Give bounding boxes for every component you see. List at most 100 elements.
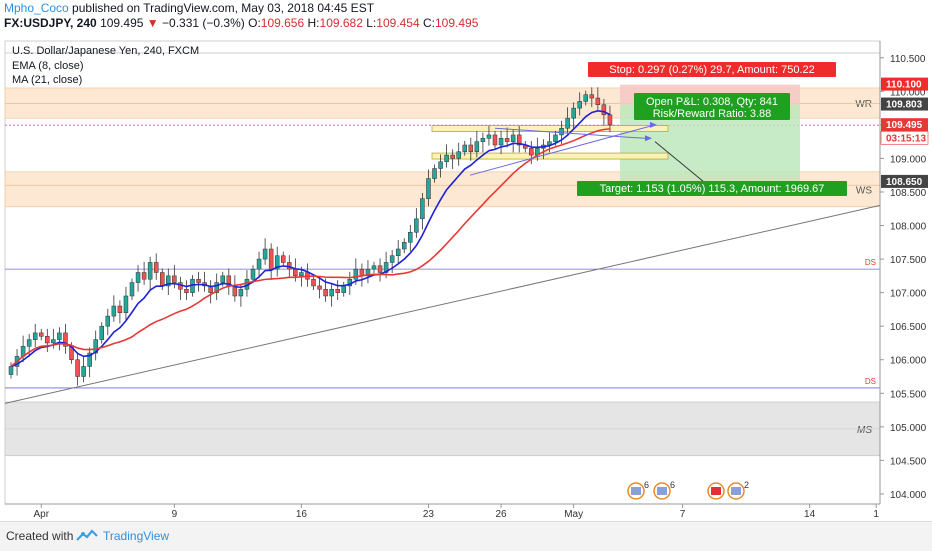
- candle: [250, 268, 256, 280]
- projection-line: [654, 141, 713, 189]
- candle: [93, 339, 98, 354]
- candle: [468, 144, 474, 152]
- price-change: −0.331 (−0.3%): [162, 16, 245, 30]
- candle: [141, 272, 147, 280]
- x-tick-label: 23: [423, 509, 435, 520]
- y-tick-label: 108.000: [890, 222, 927, 233]
- candle: [57, 332, 62, 340]
- level-label: DS: [865, 258, 876, 267]
- candle: [274, 255, 280, 270]
- publish-header: Mpho_Coco published on TradingView.com, …: [4, 1, 374, 15]
- candle: [45, 335, 50, 344]
- candle: [238, 289, 244, 297]
- high-label: H:: [307, 16, 320, 30]
- x-tick-label: May: [564, 509, 583, 520]
- y-tick-label: 104.500: [890, 456, 927, 467]
- close-value: 109.495: [435, 16, 479, 30]
- candle: [317, 285, 322, 290]
- author-link[interactable]: Mpho_Coco: [4, 1, 69, 15]
- price-tag: 109.495: [886, 120, 923, 131]
- ema-legend[interactable]: EMA (8, close): [12, 60, 84, 72]
- target-label: Target: 1.153 (1.05%) 115.3, Amount: 196…: [600, 183, 825, 195]
- pattern-arrow: [650, 121, 657, 128]
- candle: [529, 148, 534, 156]
- x-tick-label: 9: [172, 509, 178, 520]
- candle: [220, 275, 225, 283]
- zone-label: WS: [856, 185, 872, 196]
- y-tick-label: 106.000: [890, 356, 927, 367]
- candle: [51, 339, 56, 344]
- candle: [553, 134, 558, 142]
- symbol-label: FX:USDJPY, 240: [4, 16, 97, 30]
- level-label: DS: [865, 377, 876, 386]
- candle: [172, 275, 177, 283]
- candle: [438, 161, 443, 169]
- candle: [299, 272, 304, 277]
- ohlc-header: FX:USDJPY, 240 109.495 ▼ −0.331 (−0.3%) …: [4, 16, 478, 30]
- event-flag-stripe: [631, 487, 641, 495]
- y-tick-label: 104.000: [890, 490, 927, 501]
- candle: [268, 248, 274, 270]
- price-axis: [880, 41, 932, 504]
- y-tick-label: 110.500: [890, 54, 926, 65]
- candle: [498, 138, 504, 146]
- candle: [105, 315, 111, 327]
- x-tick-label: Apr: [33, 509, 49, 520]
- pattern-line: [494, 127, 646, 139]
- event-flag-stripe: [657, 487, 667, 495]
- candle: [147, 262, 153, 280]
- candle: [293, 268, 298, 277]
- price-chart[interactable]: WR WS MS DS DS Stop: 0.297 (0.27%) 29.7, Amou…: [0, 0, 932, 521]
- price-tag: 108.650: [886, 177, 923, 188]
- ma-legend[interactable]: MA (21, close): [12, 74, 83, 86]
- low-label: L:: [366, 16, 377, 30]
- pattern-line: [469, 124, 656, 176]
- x-tick-label: 26: [495, 509, 507, 520]
- y-tick-label: 107.000: [890, 289, 927, 300]
- candle: [166, 275, 171, 287]
- candle: [426, 178, 431, 199]
- event-count: 2: [744, 480, 749, 490]
- x-tick-label: 16: [296, 509, 308, 520]
- candle: [583, 94, 588, 102]
- candle: [571, 107, 576, 119]
- y-tick-label: 105.000: [890, 423, 927, 434]
- price-tag-bg: [881, 118, 928, 132]
- created-with-label: Created with: [6, 529, 74, 543]
- candle: [371, 265, 377, 270]
- candle: [577, 101, 582, 109]
- price-tag-bg: [881, 174, 928, 188]
- candle: [565, 117, 570, 129]
- candle: [408, 231, 413, 243]
- low-value: 109.454: [376, 16, 420, 30]
- price-tag-bg: [880, 130, 929, 145]
- rr-label: Risk/Reward Ratio: 3.88: [653, 108, 772, 120]
- close-label: C:: [423, 16, 435, 30]
- candle: [601, 104, 607, 116]
- candle: [559, 127, 564, 136]
- candle: [281, 255, 286, 263]
- candle: [135, 272, 141, 283]
- candle: [486, 134, 492, 139]
- price-tag: 110.100: [886, 80, 922, 91]
- event-flag-stripe: [711, 487, 721, 495]
- last-price: 109.495: [100, 16, 144, 30]
- candle: [184, 289, 189, 293]
- event-flag-stripe: [731, 487, 741, 495]
- candle: [595, 97, 601, 105]
- tradingview-link[interactable]: TradingView: [103, 529, 170, 543]
- zone-label: MS: [857, 425, 872, 436]
- candle: [129, 282, 135, 297]
- candle: [256, 258, 262, 270]
- candle: [341, 285, 346, 293]
- y-tick-label: 110.000: [890, 87, 926, 98]
- candle: [516, 134, 522, 146]
- stop-label-bg: [588, 62, 836, 77]
- pnl-label-bg: [634, 93, 790, 120]
- x-tick-label: 7: [680, 509, 686, 520]
- candle: [39, 332, 44, 337]
- open-value: 109.656: [260, 16, 305, 30]
- consolidation-box: [431, 152, 669, 160]
- trend-line: [4, 204, 881, 404]
- open-label: O:: [248, 16, 261, 30]
